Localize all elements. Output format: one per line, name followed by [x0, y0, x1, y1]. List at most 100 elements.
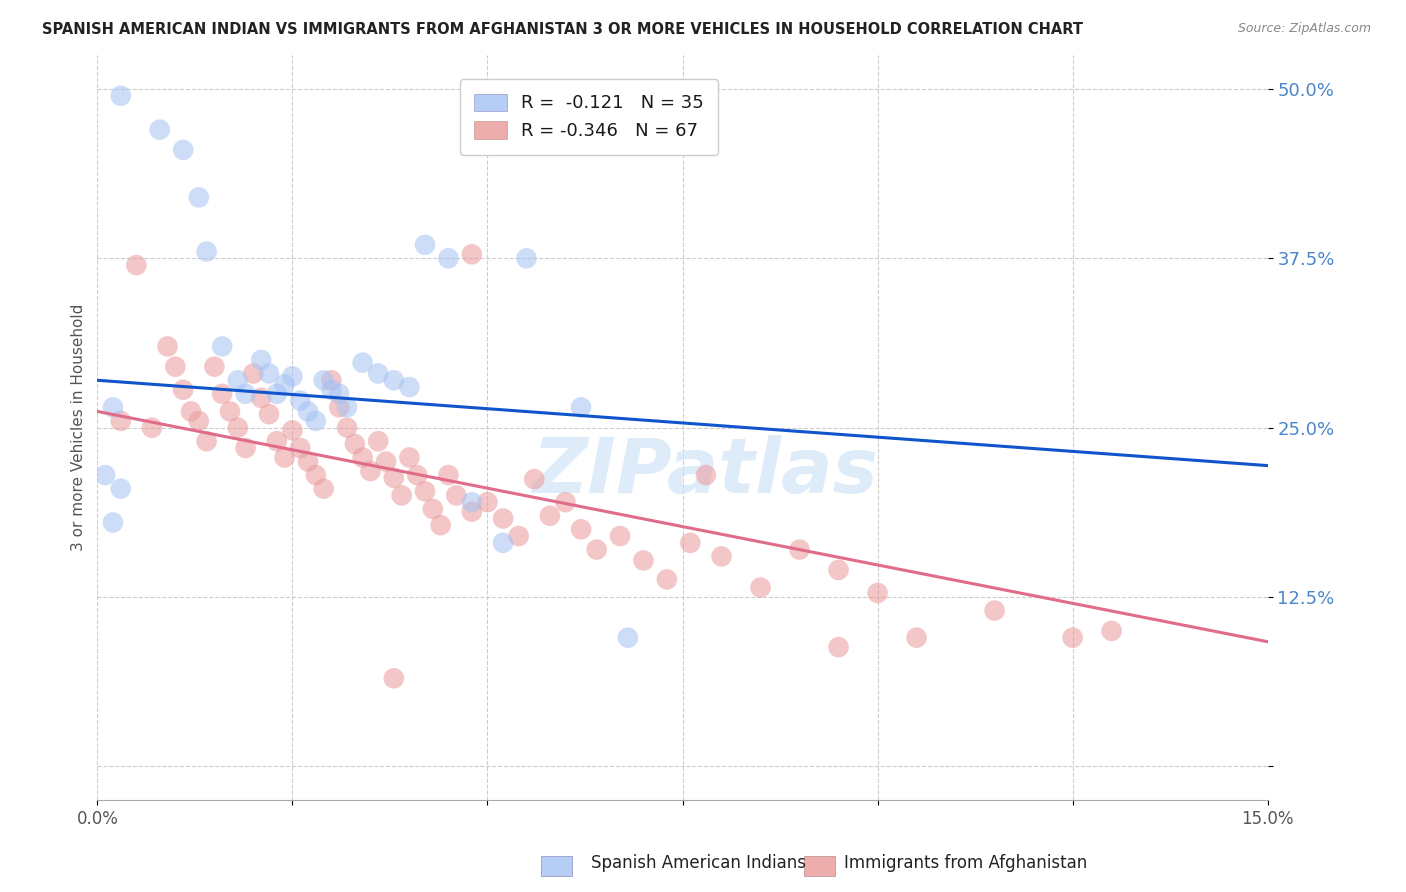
Point — [266, 434, 288, 449]
Point — [172, 143, 194, 157]
Point — [165, 359, 187, 374]
Point — [382, 471, 405, 485]
Text: SPANISH AMERICAN INDIAN VS IMMIGRANTS FROM AFGHANISTAN 3 OR MORE VEHICLES IN HOU: SPANISH AMERICAN INDIAN VS IMMIGRANTS FR… — [42, 22, 1083, 37]
Point — [827, 563, 849, 577]
Point — [187, 414, 209, 428]
Text: Immigrants from Afghanistan: Immigrants from Afghanistan — [844, 855, 1087, 872]
Point — [250, 391, 273, 405]
Point — [461, 495, 484, 509]
Point — [523, 472, 546, 486]
Point — [312, 482, 335, 496]
Point — [827, 640, 849, 654]
Point — [242, 367, 264, 381]
Point — [429, 518, 451, 533]
Point — [297, 454, 319, 468]
Point — [343, 437, 366, 451]
Point — [149, 122, 172, 136]
Text: Spanish American Indians: Spanish American Indians — [591, 855, 806, 872]
Point — [321, 373, 343, 387]
Point — [633, 553, 655, 567]
Point — [538, 508, 561, 523]
Point — [281, 369, 304, 384]
Point — [266, 386, 288, 401]
Point — [101, 401, 124, 415]
Point — [367, 434, 389, 449]
Point — [461, 247, 484, 261]
Point — [110, 88, 132, 103]
Point — [211, 339, 233, 353]
Point — [983, 603, 1005, 617]
Point — [187, 190, 209, 204]
Text: Source: ZipAtlas.com: Source: ZipAtlas.com — [1237, 22, 1371, 36]
Point — [219, 404, 242, 418]
Point — [250, 353, 273, 368]
Point — [461, 505, 484, 519]
Point — [110, 414, 132, 428]
Point — [195, 244, 218, 259]
Point — [398, 450, 420, 465]
Point — [273, 450, 295, 465]
Y-axis label: 3 or more Vehicles in Household: 3 or more Vehicles in Household — [72, 304, 86, 551]
Point — [515, 252, 537, 266]
Point — [156, 339, 179, 353]
Point — [352, 356, 374, 370]
Legend: R =  -0.121   N = 35, R = -0.346   N = 67: R = -0.121 N = 35, R = -0.346 N = 67 — [460, 79, 718, 154]
Point — [305, 468, 328, 483]
Point — [226, 420, 249, 434]
Point — [569, 401, 592, 415]
Point — [789, 542, 811, 557]
Point — [367, 367, 389, 381]
Point — [305, 414, 328, 428]
Point — [617, 631, 640, 645]
Point — [695, 468, 717, 483]
Point — [413, 237, 436, 252]
Point — [172, 383, 194, 397]
Point — [1062, 631, 1084, 645]
Point — [710, 549, 733, 564]
Point — [382, 373, 405, 387]
Point — [211, 386, 233, 401]
Point — [290, 393, 312, 408]
Point — [655, 573, 678, 587]
Point — [554, 495, 576, 509]
Point — [679, 536, 702, 550]
Point — [195, 434, 218, 449]
Point — [905, 631, 928, 645]
Point — [437, 252, 460, 266]
Point — [398, 380, 420, 394]
Point — [273, 377, 295, 392]
Point — [94, 468, 117, 483]
Text: ZIPatlas: ZIPatlas — [533, 435, 879, 509]
Point — [422, 502, 444, 516]
Point — [226, 373, 249, 387]
Point — [585, 542, 607, 557]
Point — [290, 441, 312, 455]
Point — [444, 488, 467, 502]
Point — [235, 441, 257, 455]
Point — [382, 671, 405, 685]
Point — [328, 386, 350, 401]
Point — [569, 522, 592, 536]
Point — [281, 423, 304, 437]
Point — [359, 464, 381, 478]
Point — [352, 450, 374, 465]
Point — [492, 536, 515, 550]
Point — [1101, 624, 1123, 638]
Point — [406, 468, 429, 483]
Point — [375, 454, 398, 468]
Point — [492, 511, 515, 525]
Point — [202, 359, 225, 374]
Point — [437, 468, 460, 483]
Point — [110, 482, 132, 496]
Point — [336, 420, 359, 434]
Point — [508, 529, 530, 543]
Point — [336, 401, 359, 415]
Point — [257, 407, 280, 421]
Point — [312, 373, 335, 387]
Point — [180, 404, 202, 418]
Point — [413, 484, 436, 499]
Point — [297, 404, 319, 418]
Point — [235, 386, 257, 401]
Point — [866, 586, 889, 600]
Point — [257, 367, 280, 381]
